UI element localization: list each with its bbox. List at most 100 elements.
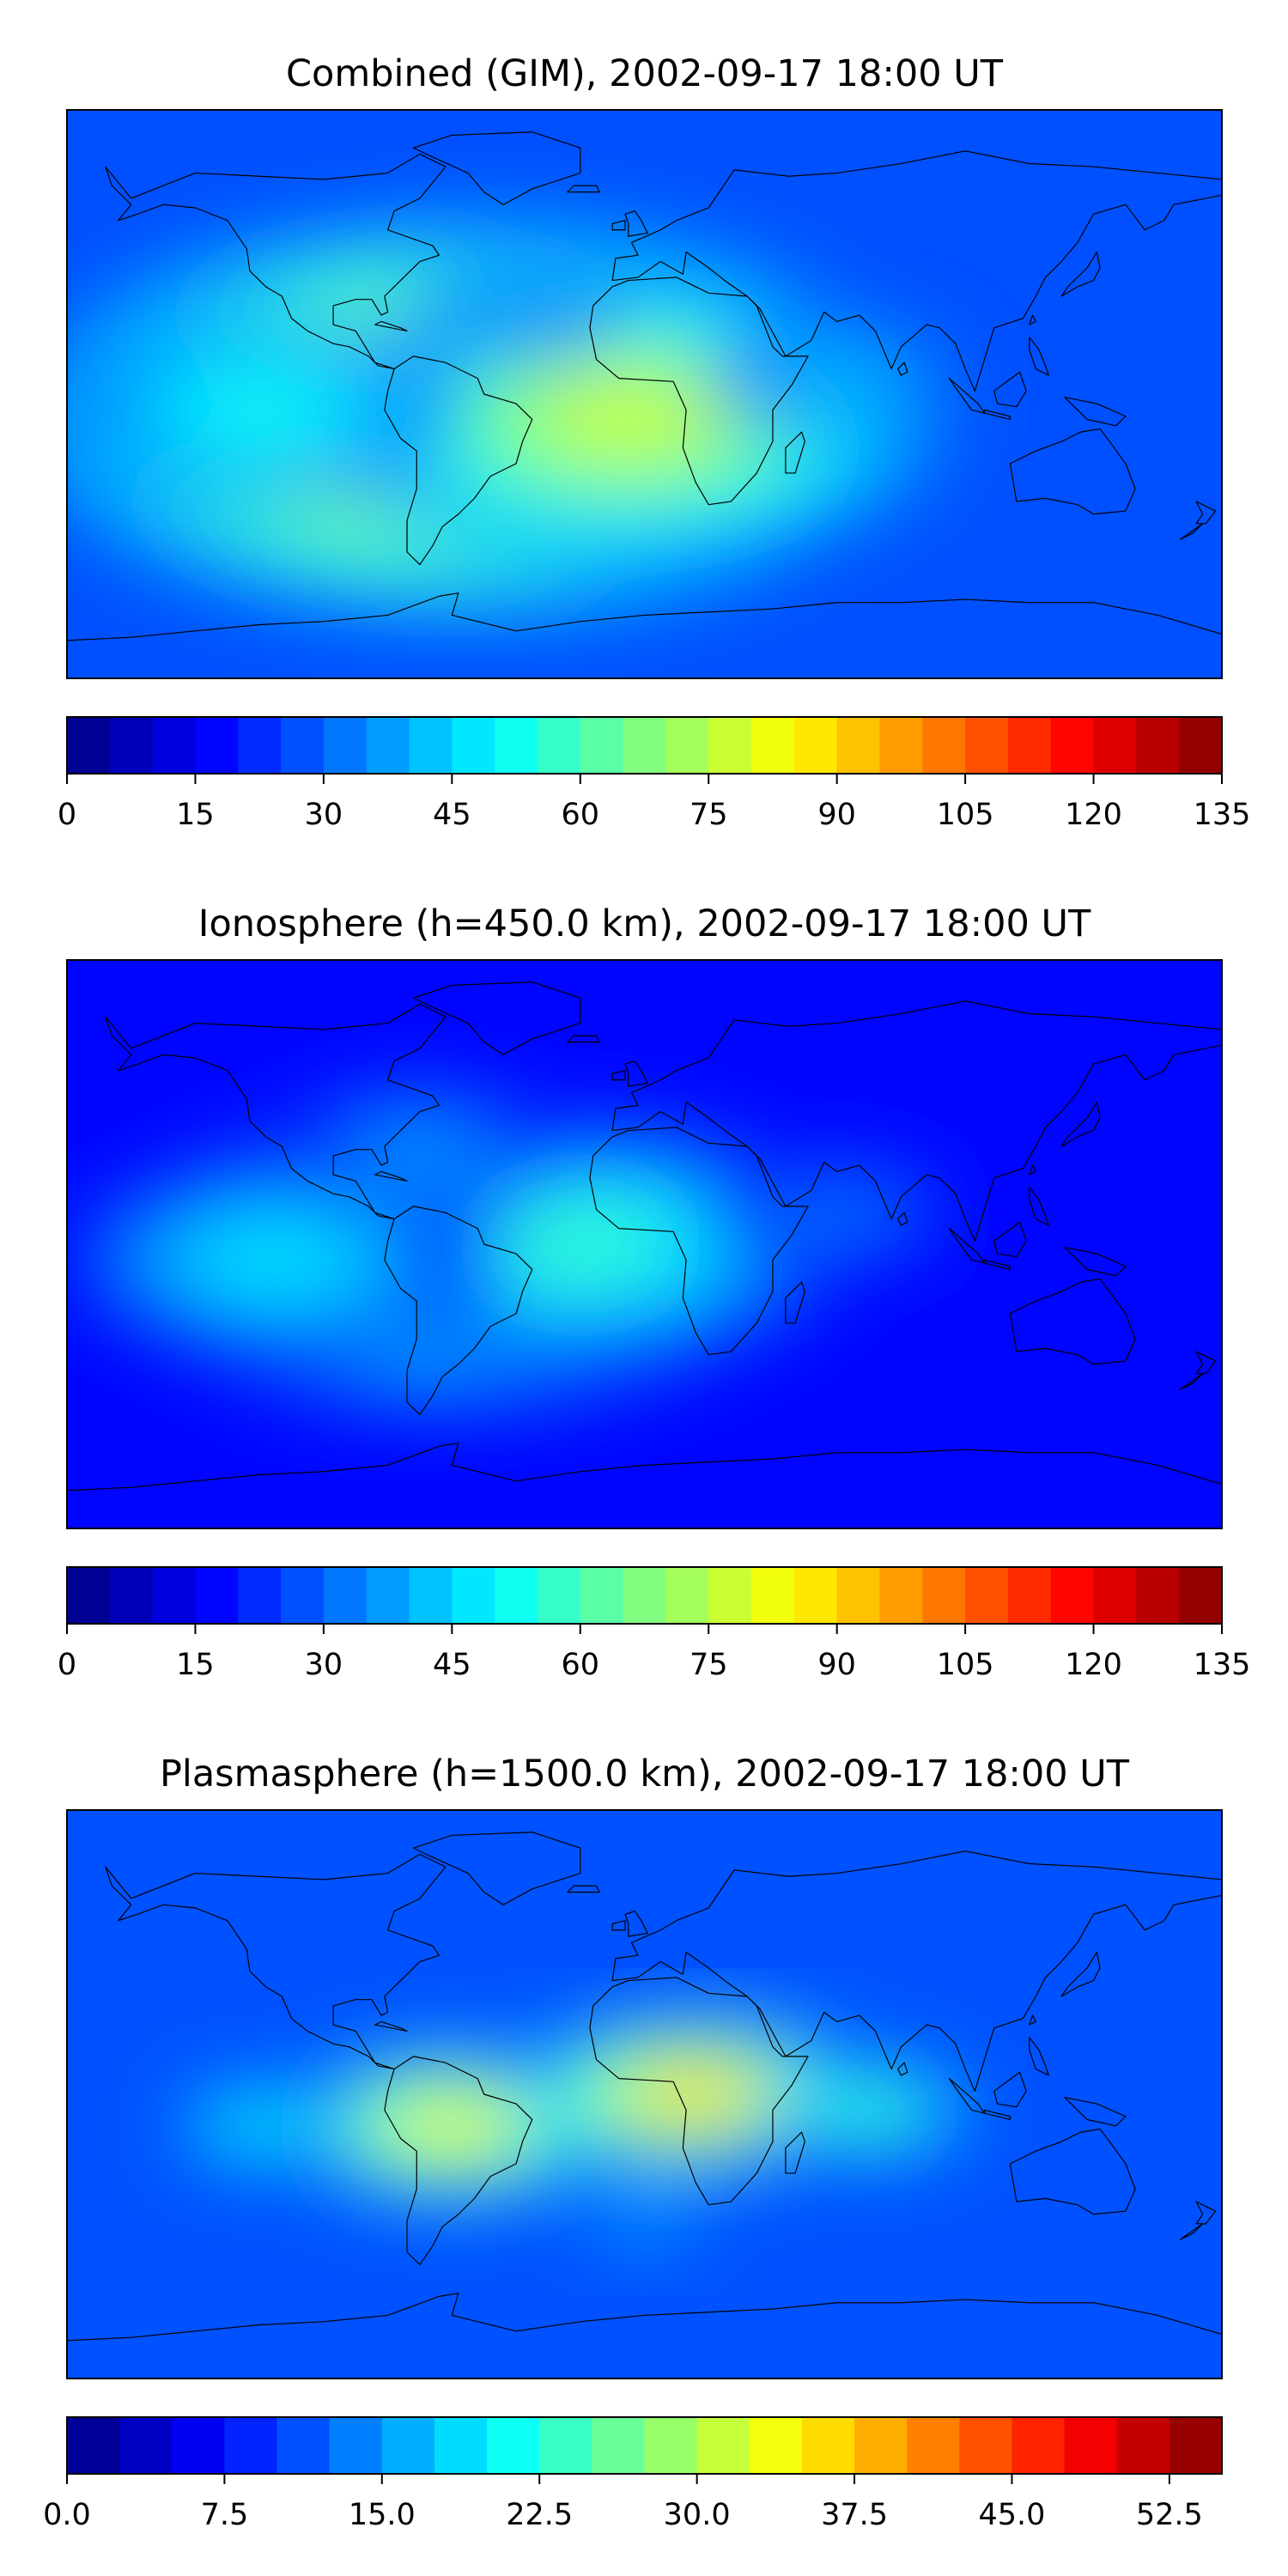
colorbar-segment: [495, 717, 538, 774]
colorbar-tick-label: 0: [58, 798, 76, 832]
panel-title: Ionosphere (h=450.0 km), 2002-09-17 18:0…: [198, 902, 1091, 945]
colorbar-frame: [66, 2416, 1223, 2475]
colorbar-segment: [1007, 1567, 1052, 1624]
colorbar-segment: [623, 717, 667, 774]
colorbar-segment: [1064, 2417, 1118, 2474]
field-feature: [467, 293, 565, 337]
colorbar-segment: [381, 2417, 435, 2474]
map-frame: [66, 959, 1223, 1529]
colorbar-tick-label: 30: [305, 798, 343, 832]
colorbar-tick-label: 75: [690, 798, 728, 832]
colorbar-segment: [1136, 717, 1180, 774]
colorbar-segment: [238, 717, 282, 774]
colorbar-segment: [152, 717, 197, 774]
panel-1: Combined (GIM), 2002-09-17 18:00 UT 0 15 30…: [58, 52, 1251, 832]
field-feature: [191, 380, 327, 440]
colorbar-segment: [708, 1567, 752, 1624]
colorbar-segment: [409, 717, 453, 774]
colorbar-segment: [1179, 1567, 1223, 1624]
map-contours: [168, 2014, 975, 2249]
colorbar-segment: [793, 1567, 838, 1624]
field-feature: [820, 2087, 918, 2132]
colorbar-segment: [965, 1567, 1009, 1624]
colorbar-segment: [879, 1567, 923, 1624]
colorbar-segment: [1007, 717, 1052, 774]
colorbar-segment: [409, 1567, 453, 1624]
colorbar-segment: [592, 2417, 646, 2474]
field-feature: [783, 1188, 890, 1237]
colorbar-segment: [1179, 717, 1223, 774]
map-contours: [67, 1080, 966, 1414]
colorbar-segment: [537, 1567, 581, 1624]
colorbar-segment: [109, 717, 154, 774]
colorbar-tick-label: 45: [433, 798, 471, 832]
panel-3: Plasmasphere (h=1500.0 km), 2002-09-17 1…: [43, 1753, 1223, 2532]
colorbar-segment: [67, 717, 111, 774]
colorbar-tick-label: 45: [433, 1648, 471, 1682]
map-frame: [66, 1809, 1223, 2379]
field-feature: [213, 2105, 306, 2147]
colorbar-frame: [66, 716, 1223, 775]
map-field: [67, 110, 1222, 678]
colorbar-tick-label: 90: [817, 1648, 856, 1682]
map-field: [67, 960, 1222, 1528]
colorbar-tick-label: 37.5: [821, 2498, 888, 2532]
field-feature: [361, 1123, 478, 1176]
colorbar-segment: [879, 717, 923, 774]
colorbar-segment: [1093, 1567, 1137, 1624]
colorbar-segment: [539, 2417, 592, 2474]
colorbar-segment: [1093, 717, 1137, 774]
colorbar-segment: [665, 717, 709, 774]
colorbar-segment: [195, 717, 239, 774]
colorbar-tick-label: 75: [690, 1648, 728, 1682]
colorbar-segment: [67, 1567, 111, 1624]
colorbar-segment: [537, 717, 581, 774]
panel-2: Ionosphere (h=450.0 km), 2002-09-17 18:0…: [58, 902, 1251, 1682]
colorbar: 0 15 30 45 60 75 90 105 120 135: [58, 716, 1250, 832]
colorbar-tick-label: 52.5: [1136, 2498, 1203, 2532]
colorbar-segment: [152, 1567, 197, 1624]
colorbar-segment: [751, 717, 795, 774]
colorbar-segment: [109, 1567, 154, 1624]
colorbar-segment: [366, 717, 410, 774]
colorbar-segment: [801, 2417, 855, 2474]
colorbar-segment: [836, 717, 881, 774]
field-feature: [203, 1227, 348, 1293]
colorbar-segment: [281, 1567, 325, 1624]
field-feature: [391, 2098, 513, 2154]
colorbar-tick-label: 22.5: [506, 2498, 573, 2532]
colorbar-segment: [580, 1567, 624, 1624]
colorbar-segment: [1050, 717, 1095, 774]
map-contours: [67, 223, 966, 616]
colorbar-tick-label: 0.0: [43, 2498, 91, 2532]
colorbar-segment: [749, 2417, 803, 2474]
colorbar-segment: [696, 2417, 750, 2474]
colorbar-segment: [329, 2417, 383, 2474]
colorbar-segment: [644, 2417, 698, 2474]
colorbar-segment: [623, 1567, 667, 1624]
colorbar-segment: [907, 2417, 960, 2474]
colorbar-segment: [452, 717, 495, 774]
colorbar-segment: [238, 1567, 282, 1624]
colorbar-segment: [366, 1567, 410, 1624]
colorbar-segment: [452, 1567, 495, 1624]
colorbar-segment: [836, 1567, 881, 1624]
colorbar-tick-label: 7.5: [201, 2498, 249, 2532]
colorbar-segment: [323, 717, 368, 774]
field-feature: [537, 378, 720, 461]
map-frame: [66, 109, 1223, 679]
colorbar-tick-label: 105: [937, 798, 994, 832]
field-feature: [498, 1207, 662, 1281]
panel-title: Plasmasphere (h=1500.0 km), 2002-09-17 1…: [160, 1753, 1130, 1795]
colorbar-tick-label: 60: [562, 798, 600, 832]
colorbar-segment: [1169, 2417, 1223, 2474]
colorbar: 0.0 7.5 15.0 22.5 30.0 37.5 45.0 52.5: [43, 2416, 1223, 2532]
colorbar-segment: [195, 1567, 239, 1624]
field-feature: [783, 354, 890, 403]
colorbar-segment: [495, 1567, 538, 1624]
colorbar-segment: [434, 2417, 488, 2474]
colorbar-segment: [854, 2417, 908, 2474]
colorbar-segment: [1116, 2417, 1170, 2474]
colorbar-segment: [487, 2417, 540, 2474]
